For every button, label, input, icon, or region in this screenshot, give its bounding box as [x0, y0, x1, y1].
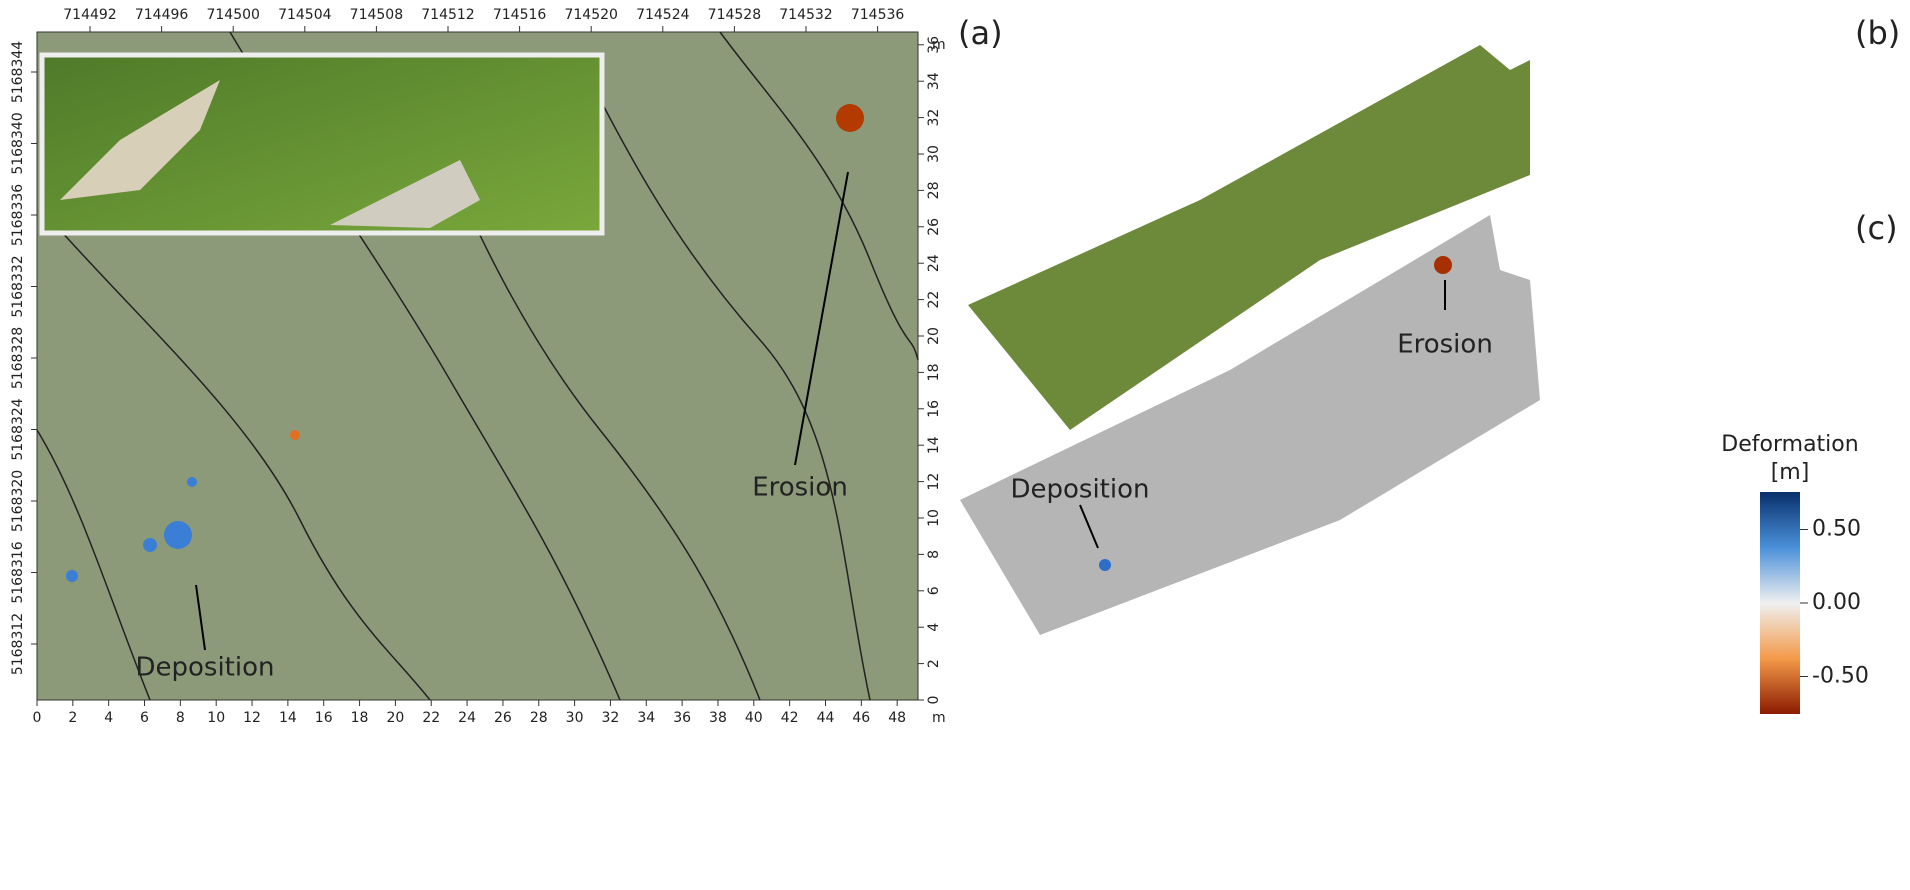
bottom-tick-label: 48 [888, 710, 906, 726]
bottom-tick-label: 28 [530, 710, 548, 726]
bottom-tick-label: 38 [709, 710, 727, 726]
top-tick-label: 714496 [135, 7, 189, 23]
bottom-tick-label: 10 [207, 710, 225, 726]
left-tick-label: 5168320 [10, 470, 26, 532]
colorbar-tick-label: 0.00 [1812, 590, 1861, 615]
bottom-tick-label: 14 [279, 710, 297, 726]
colorbar-title: Deformation [1721, 432, 1858, 457]
bottom-tick-label: 16 [315, 710, 333, 726]
top-tick-label: 714536 [851, 7, 905, 23]
top-tick-label: 714532 [779, 7, 832, 23]
right-tick-label: 14 [926, 436, 942, 454]
bottom-tick-label: 44 [817, 710, 835, 726]
right-tick-label: 30 [926, 145, 942, 163]
colorbar-tick-label: -0.50 [1812, 664, 1869, 689]
left-tick-label: 5168336 [10, 184, 26, 246]
bottom-tick-label: 6 [140, 710, 149, 726]
right-tick-label: 16 [926, 400, 942, 418]
right-tick-label: 2 [926, 659, 942, 668]
bottom-tick-label: 40 [745, 710, 763, 726]
bottom-tick-label: 36 [673, 710, 691, 726]
top-tick-label: 714492 [63, 7, 116, 23]
annotation: Deposition [1010, 475, 1149, 505]
right-tick-label: 12 [926, 473, 942, 491]
right-tick-label: 8 [926, 550, 942, 559]
panel-label: (c) [1855, 209, 1898, 247]
top-tick-label: 714528 [708, 7, 761, 23]
top-tick-label: 714508 [350, 7, 403, 23]
bottom-tick-label: 32 [602, 710, 620, 726]
bottom-tick-label: 8 [176, 710, 185, 726]
bottom-tick-label: 18 [351, 710, 369, 726]
axis-unit: m [932, 710, 946, 726]
colorbar-unit: [m] [1771, 460, 1810, 485]
bottom-tick-label: 12 [243, 710, 261, 726]
colorbar-tick-label: 0.50 [1812, 517, 1861, 542]
erosion-patch [290, 430, 300, 440]
deposition-patch [66, 570, 78, 582]
bottom-tick-label: 42 [781, 710, 799, 726]
deposition-patch [164, 521, 192, 549]
deposition-patch [143, 538, 157, 552]
right-tick-label: 26 [926, 218, 942, 236]
annotation: Erosion [1397, 330, 1493, 360]
left-tick-label: 5168344 [10, 41, 26, 103]
right-tick-label: 6 [926, 586, 942, 595]
panel-label: (b) [1855, 14, 1900, 52]
top-tick-label: 714524 [636, 7, 690, 23]
right-tick-label: 20 [926, 327, 942, 345]
left-tick-label: 5168312 [10, 613, 26, 675]
erosion-patch [836, 104, 864, 132]
top-tick-label: 714504 [278, 7, 332, 23]
bottom-tick-label: 46 [852, 710, 870, 726]
left-tick-label: 5168332 [10, 255, 26, 317]
top-tick-label: 714500 [206, 7, 259, 23]
right-tick-label: 10 [926, 509, 942, 527]
left-tick-label: 5168340 [10, 112, 26, 174]
figure: Deposition Erosion m m (a) (b) (c) Erosi… [0, 0, 1910, 886]
bottom-tick-label: 30 [566, 710, 584, 726]
top-tick-label: 714512 [421, 7, 474, 23]
bottom-tick-label: 24 [458, 710, 476, 726]
right-tick-label: 32 [926, 109, 942, 127]
erosion-patch [1434, 256, 1452, 274]
annotation: Deposition [135, 653, 274, 683]
deposition-patch [187, 477, 197, 487]
panel-label: (a) [958, 14, 1003, 52]
right-tick-label: 28 [926, 181, 942, 199]
left-tick-label: 5168328 [10, 327, 26, 389]
left-tick-label: 5168324 [10, 398, 26, 460]
right-tick-label: 22 [926, 291, 942, 309]
bottom-tick-label: 26 [494, 710, 512, 726]
annotation: Erosion [752, 473, 848, 503]
right-tick-label: 4 [926, 623, 942, 632]
right-tick-label: 24 [926, 254, 942, 272]
deposition-patch [1099, 559, 1111, 571]
bottom-tick-label: 4 [104, 710, 113, 726]
right-tick-label: 36 [926, 36, 942, 54]
bottom-tick-label: 0 [33, 710, 42, 726]
bottom-tick-label: 2 [68, 710, 77, 726]
right-tick-label: 0 [926, 696, 942, 705]
bottom-tick-label: 34 [637, 710, 655, 726]
right-tick-label: 34 [926, 72, 942, 90]
top-tick-label: 714516 [493, 7, 547, 23]
top-tick-label: 714520 [564, 7, 617, 23]
left-tick-label: 5168316 [10, 541, 26, 603]
bottom-tick-label: 20 [386, 710, 404, 726]
right-tick-label: 18 [926, 363, 942, 381]
colorbar [1760, 492, 1800, 714]
bottom-tick-label: 22 [422, 710, 440, 726]
